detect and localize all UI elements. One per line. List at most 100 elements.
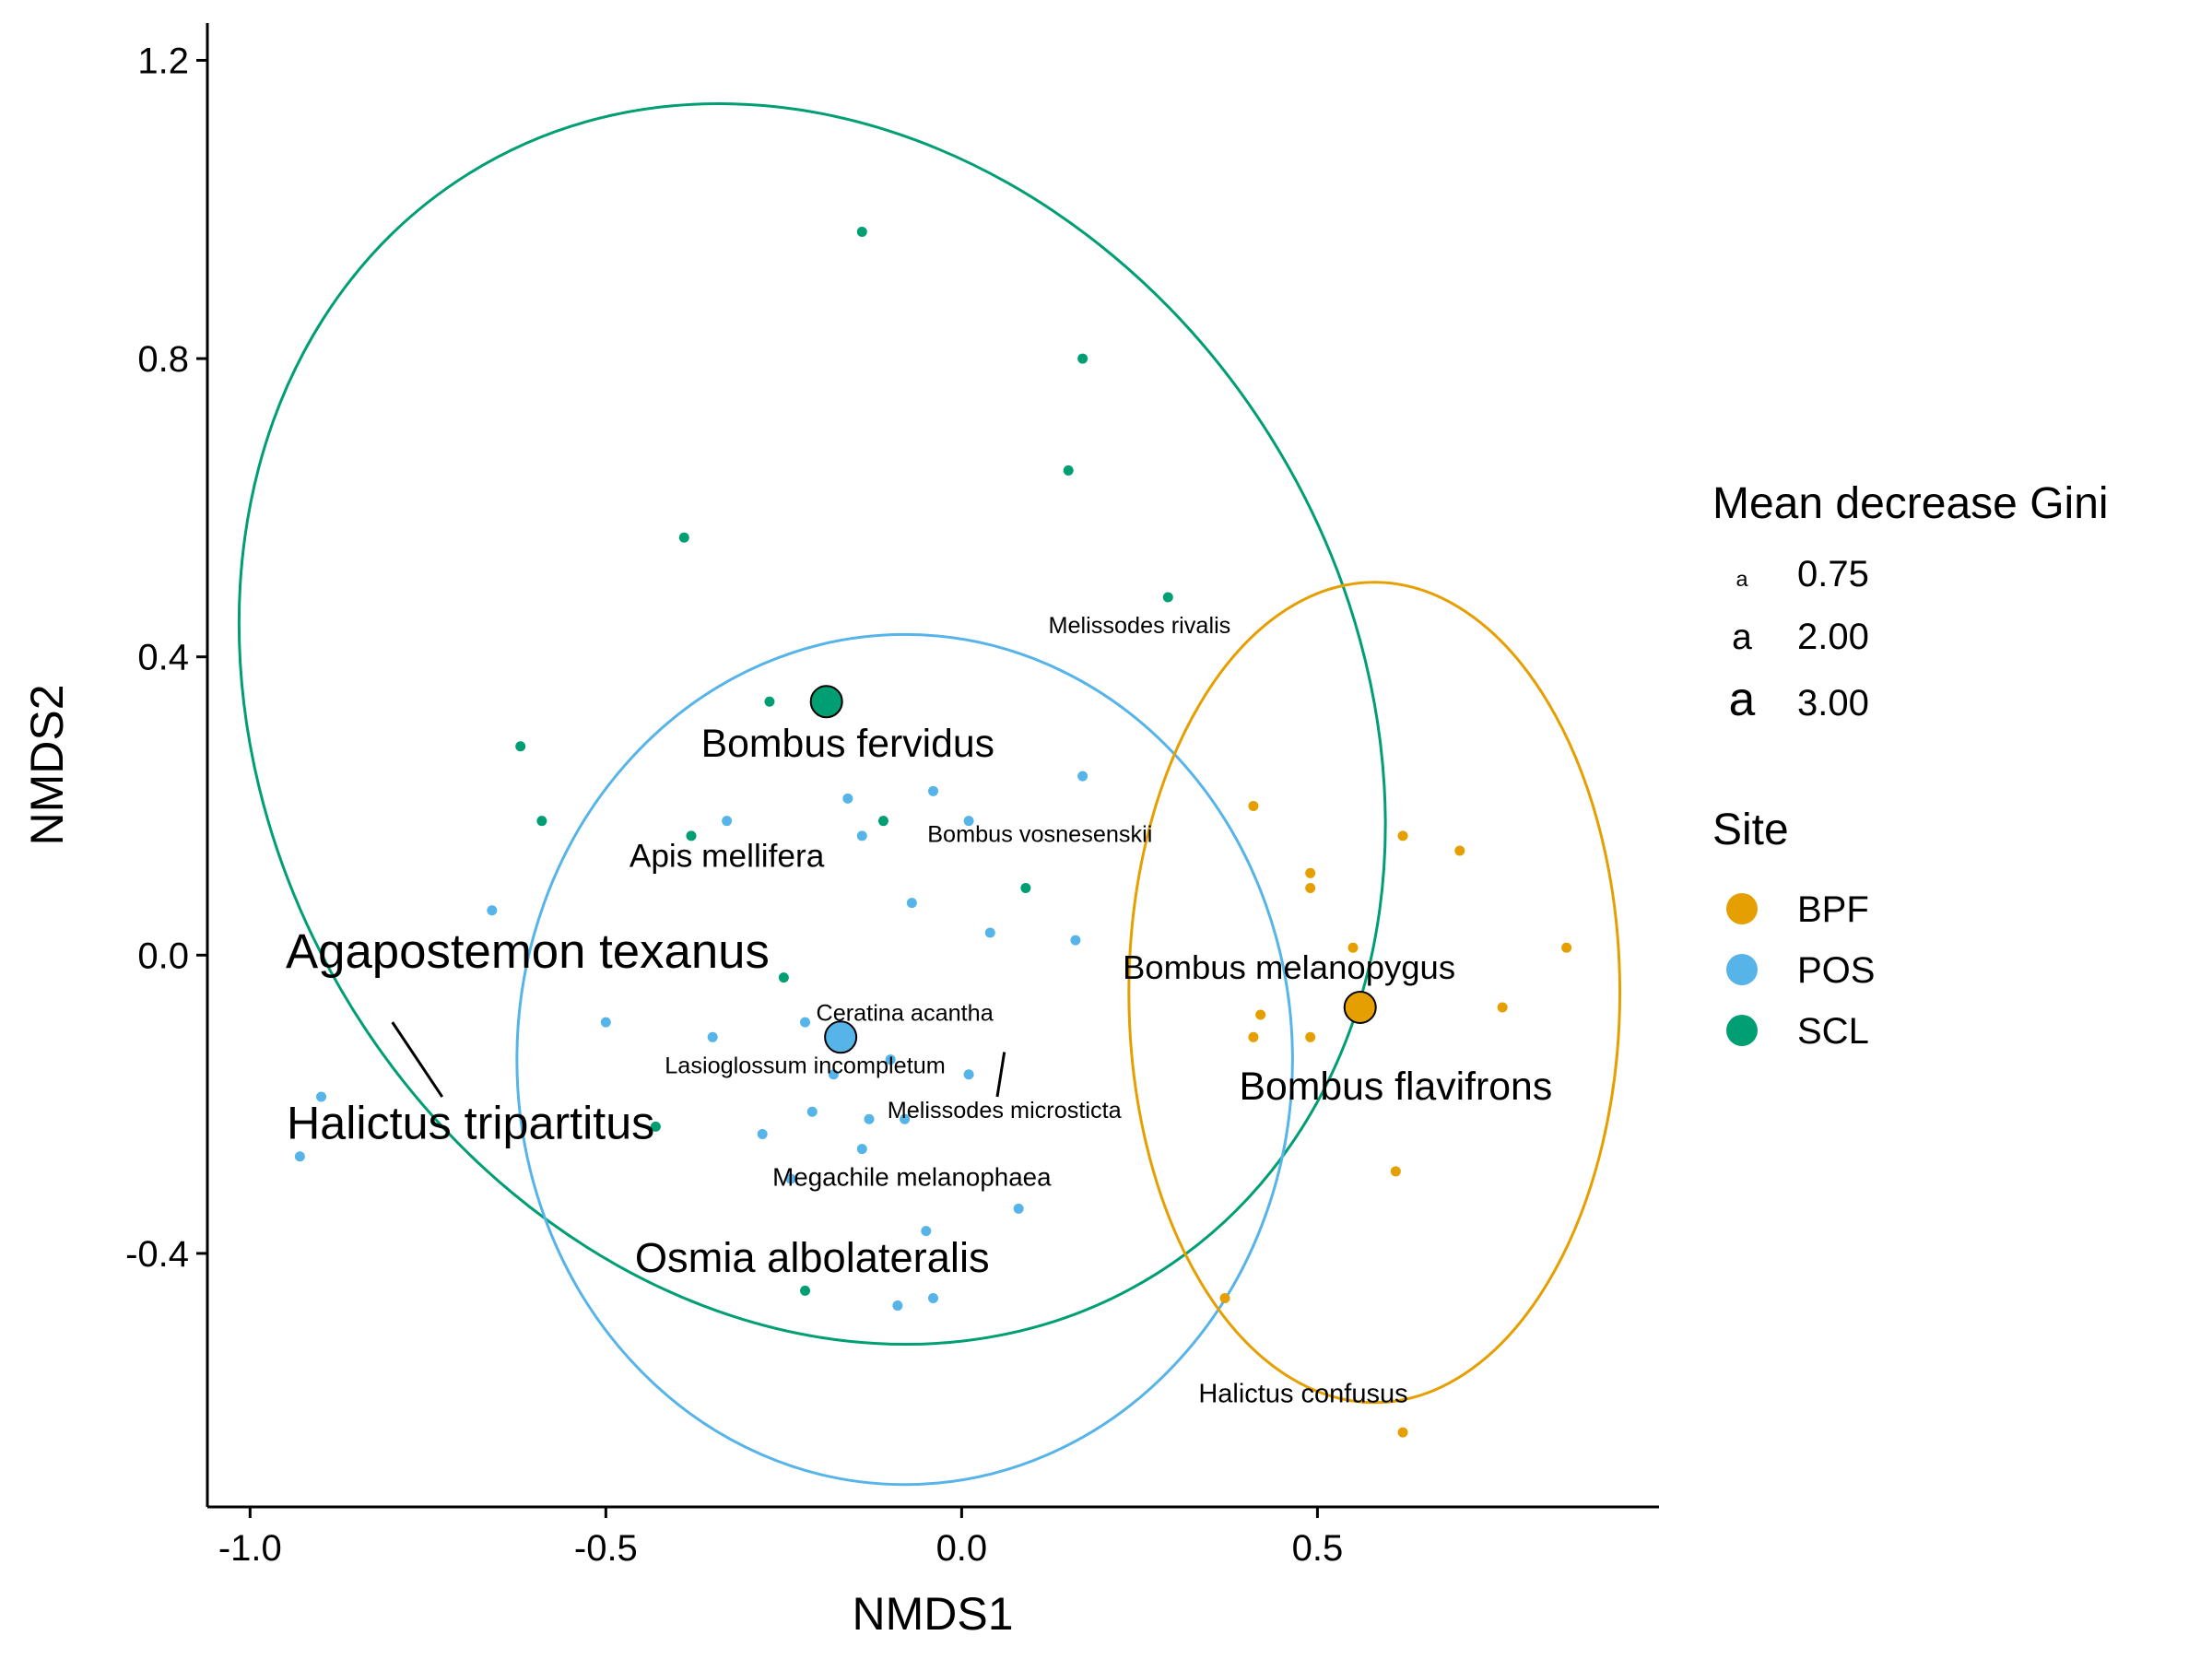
point-pos-1 — [842, 793, 853, 804]
y-tick-label-1: -0.4 — [125, 1234, 189, 1275]
point-pos-7 — [906, 898, 917, 909]
axes: -1.0 -0.5 0.0 0.5 -0.4 0.0 0.4 0.8 1.2 NMDS1 NM… — [21, 23, 1659, 1640]
legend-site-title: Site — [1712, 806, 1789, 854]
point-scl-11 — [1020, 882, 1031, 893]
point-bpf-8 — [1255, 1009, 1266, 1020]
point-pos-10 — [1070, 935, 1081, 946]
point-scl-13 — [650, 1121, 661, 1132]
point-bpf-10 — [1305, 1031, 1316, 1042]
centroid-scl — [809, 685, 843, 719]
point-pos-13 — [800, 1017, 811, 1028]
point-bpf-4 — [1305, 867, 1316, 878]
point-scl-2 — [1077, 353, 1088, 364]
species-label-apis-mellifera: Apis mellifera — [629, 838, 825, 874]
point-pos-25 — [1013, 1203, 1024, 1214]
point-pos-20 — [856, 1144, 867, 1155]
site-legend-entries: BPF POS SCL — [1726, 889, 1875, 1052]
label-segment-2 — [995, 1052, 1006, 1098]
point-scl-4 — [678, 532, 689, 543]
point-pos-2 — [928, 785, 938, 796]
species-label-bombus-fervidus: Bombus fervidus — [701, 722, 994, 766]
point-pos-24 — [785, 1173, 796, 1184]
point-scl-5 — [1162, 592, 1173, 603]
x-axis-title: NMDS1 — [852, 1588, 1013, 1640]
point-pos-14 — [828, 1069, 839, 1080]
species-label-halictus-tripartitus: Halictus tripartitus — [287, 1098, 654, 1149]
point-scl-3 — [1063, 465, 1074, 476]
point-pos-15 — [885, 1054, 896, 1065]
legend-size-title: Mean decrease Gini — [1712, 479, 2109, 528]
point-scl-1 — [856, 227, 867, 238]
species-labels: Melissodes rivalis Bombus fervidus Bombus … — [286, 613, 1552, 1408]
point-pos-22 — [316, 1091, 327, 1102]
point-bpf-3 — [1454, 845, 1465, 856]
point-pos-21 — [900, 1113, 911, 1124]
x-tick-label-2: -0.5 — [574, 1528, 638, 1569]
species-label-ceratina-acantha: Ceratina acantha — [816, 1001, 994, 1027]
point-pos-17 — [806, 1106, 818, 1117]
x-tick-label-1: -1.0 — [218, 1528, 282, 1569]
species-label-bombus-melanopygus: Bombus melanopygus — [1123, 948, 1455, 986]
point-bpf-2 — [1397, 830, 1408, 841]
point-pos-12 — [707, 1031, 718, 1042]
x-tick-label-3: 0.0 — [936, 1528, 988, 1569]
point-scl-10 — [877, 816, 888, 827]
site-legend-label-scl: SCL — [1797, 1011, 1869, 1052]
species-label-melissodes-rivalis: Melissodes rivalis — [1048, 613, 1230, 639]
species-label-bombus-vosnesenskii: Bombus vosnesenskii — [927, 822, 1152, 848]
species-label-lasioglossum-incompletum: Lasioglossum incompletum — [665, 1053, 946, 1078]
size-legend-key-1: a — [1736, 567, 1748, 591]
size-legend-label-3: 3.00 — [1797, 683, 1869, 724]
point-bpf-12 — [1390, 1166, 1401, 1177]
y-ticks: -0.4 0.0 0.4 0.8 1.2 — [125, 41, 207, 1275]
point-pos-28 — [928, 1292, 938, 1303]
x-tick-label-4: 0.5 — [1292, 1528, 1344, 1569]
point-bpf-13 — [1219, 1292, 1230, 1303]
point-pos-9 — [984, 927, 995, 938]
site-legend-label-bpf: BPF — [1797, 889, 1869, 930]
ellipse-pos — [515, 632, 1294, 1487]
point-pos-3 — [1077, 771, 1088, 782]
x-ticks: -1.0 -0.5 0.0 0.5 — [218, 1507, 1343, 1569]
site-legend-label-pos: POS — [1797, 950, 1875, 991]
point-scl-8 — [536, 816, 547, 827]
y-tick-label-4: 0.8 — [137, 339, 189, 380]
point-scl-12 — [778, 972, 789, 983]
ellipse-scl — [237, 101, 1387, 1347]
y-tick-label-2: 0.0 — [137, 935, 189, 976]
point-bpf-5 — [1305, 882, 1316, 893]
species-label-halictus-confusus: Halictus confusus — [1198, 1379, 1407, 1408]
label-segment-1 — [391, 1021, 444, 1098]
centroid-pos — [824, 1020, 858, 1054]
species-label-melissodes-microsticta: Melissodes microsticta — [888, 1098, 1123, 1124]
site-legend-key-bpf — [1726, 893, 1758, 924]
species-label-bombus-flavifrons: Bombus flavifrons — [1239, 1065, 1552, 1109]
size-legend-entries: a 0.75 a 2.00 a 3.00 — [1729, 554, 1869, 725]
point-pos-18 — [864, 1113, 875, 1124]
site-legend-key-pos — [1726, 954, 1758, 985]
point-scl-14 — [800, 1285, 811, 1296]
point-pos-16 — [963, 1069, 974, 1080]
point-bpf-1 — [1248, 800, 1259, 811]
size-legend-label-2: 2.00 — [1797, 617, 1869, 657]
species-label-agapostemon-texanus: Agapostemon texanus — [286, 924, 770, 979]
site-centroids — [809, 685, 1377, 1054]
y-tick-label-3: 0.4 — [137, 638, 189, 678]
point-pos-5 — [856, 830, 867, 841]
point-pos-23 — [294, 1151, 305, 1162]
site-points — [294, 227, 1572, 1438]
point-pos-4 — [722, 816, 733, 827]
point-scl-6 — [764, 696, 775, 707]
point-pos-6 — [963, 816, 974, 827]
point-pos-8 — [487, 905, 498, 916]
point-bpf-11 — [1497, 1002, 1508, 1013]
point-bpf-7 — [1347, 942, 1359, 953]
point-pos-26 — [921, 1226, 932, 1237]
site-ellipses — [237, 101, 1622, 1487]
centroid-bpf — [1343, 990, 1377, 1024]
point-bpf-14 — [1397, 1427, 1408, 1438]
site-legend-key-scl — [1726, 1015, 1758, 1046]
size-legend-key-2: a — [1732, 618, 1752, 657]
point-pos-19 — [757, 1128, 768, 1139]
